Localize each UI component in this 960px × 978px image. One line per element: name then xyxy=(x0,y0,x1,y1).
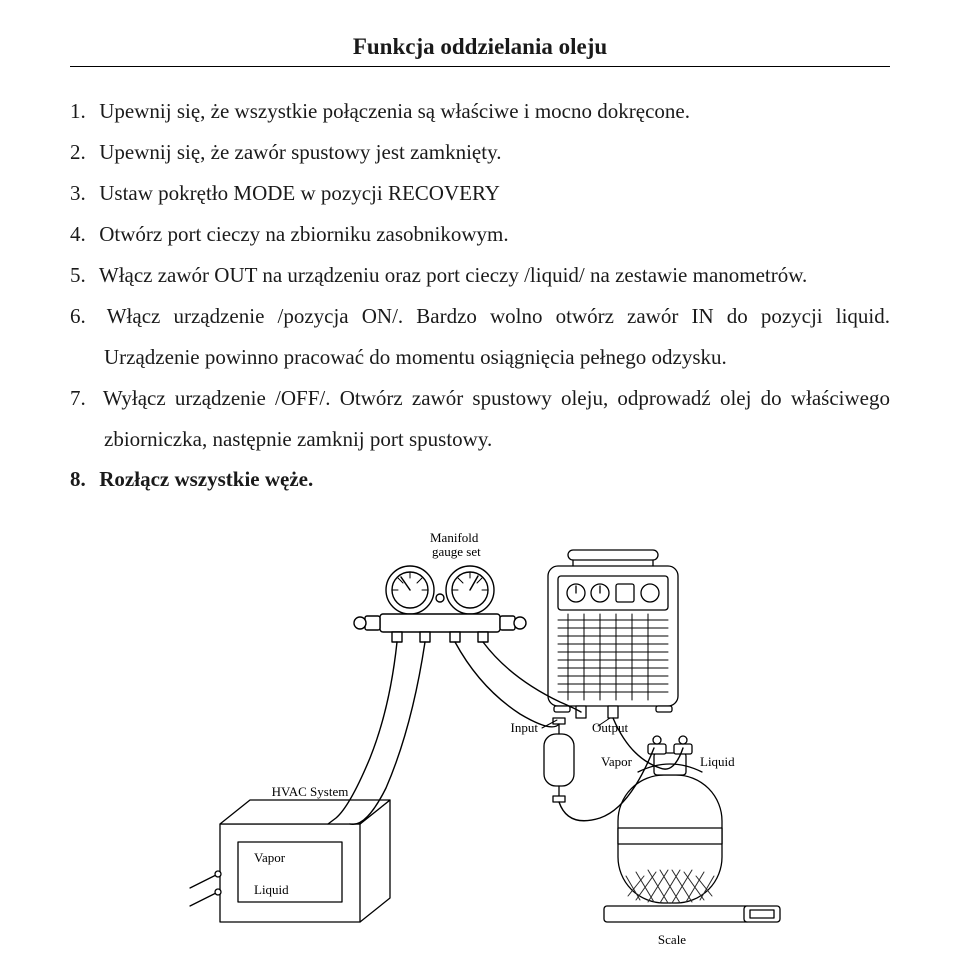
step-text: Otwórz port cieczy na zbiorniku zasobnik… xyxy=(94,222,509,246)
step-item: 3. Ustaw pokrętło MODE w pozycji RECOVER… xyxy=(70,173,890,214)
step-item: 2. Upewnij się, że zawór spustowy jest z… xyxy=(70,132,890,173)
step-text: Włącz zawór OUT na urządzeniu oraz port … xyxy=(94,263,807,287)
label-vapor-tank: Vapor xyxy=(601,754,633,769)
recovery-unit xyxy=(548,550,678,718)
step-text: Ustaw pokrętło MODE w pozycji RECOVERY xyxy=(94,181,500,205)
step-number: 2. xyxy=(70,132,94,173)
label-liquid-hvac: Liquid xyxy=(254,882,289,897)
step-item: 7. Wyłącz urządzenie /OFF/. Otwórz zawór… xyxy=(70,378,890,460)
step-number: 3. xyxy=(70,173,94,214)
step-item: 8. Rozłącz wszystkie węże. xyxy=(70,459,890,500)
connection-diagram: Manifold gauge set xyxy=(160,528,800,958)
steps-list: 1. Upewnij się, że wszystkie połączenia … xyxy=(70,91,890,500)
label-manifold-2: gauge set xyxy=(432,544,481,559)
step-text: Włącz urządzenie /pozycja ON/. Bardzo wo… xyxy=(94,304,890,369)
label-vapor-hvac: Vapor xyxy=(254,850,286,865)
page-title: Funkcja oddzielania oleju xyxy=(70,34,890,60)
scale xyxy=(604,906,780,922)
step-number: 5. xyxy=(70,255,94,296)
step-text: Upewnij się, że zawór spustowy jest zamk… xyxy=(94,140,501,164)
step-number: 1. xyxy=(70,91,94,132)
step-number: 6. xyxy=(70,296,94,337)
label-manifold-1: Manifold xyxy=(430,530,479,545)
step-text: Upewnij się, że wszystkie połączenia są … xyxy=(94,99,690,123)
label-input: Input xyxy=(511,720,539,735)
label-liquid-tank: Liquid xyxy=(700,754,735,769)
hvac-box xyxy=(190,800,390,922)
title-rule xyxy=(70,66,890,67)
label-scale: Scale xyxy=(658,932,686,947)
step-number: 4. xyxy=(70,214,94,255)
step-item: 4. Otwórz port cieczy na zbiorniku zasob… xyxy=(70,214,890,255)
label-hvac: HVAC System xyxy=(272,784,349,799)
step-number: 8. xyxy=(70,459,94,500)
manifold-gauge-set xyxy=(354,566,526,642)
step-item: 6. Włącz urządzenie /pozycja ON/. Bardzo… xyxy=(70,296,890,378)
step-item: 1. Upewnij się, że wszystkie połączenia … xyxy=(70,91,890,132)
filter-drier xyxy=(544,718,574,802)
step-number: 7. xyxy=(70,378,94,419)
step-item: 5. Włącz zawór OUT na urządzeniu oraz po… xyxy=(70,255,890,296)
label-output: Output xyxy=(592,720,629,735)
step-text: Wyłącz urządzenie /OFF/. Otwórz zawór sp… xyxy=(94,386,890,451)
step-text: Rozłącz wszystkie węże. xyxy=(94,467,313,491)
